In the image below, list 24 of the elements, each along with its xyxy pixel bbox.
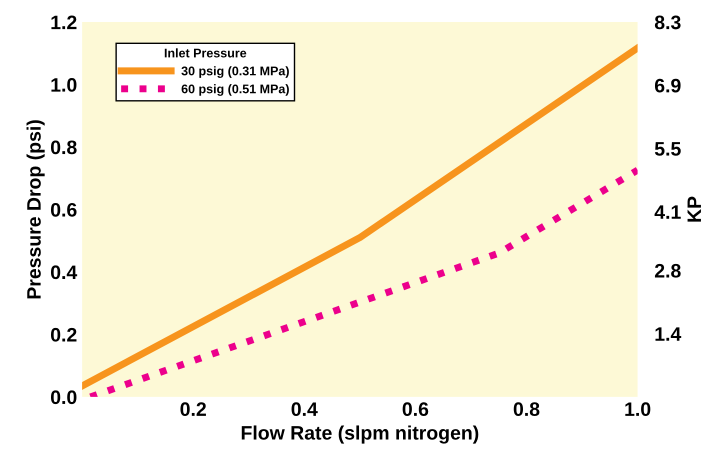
y2-axis-title: KP: [688, 196, 701, 222]
y-tick-label: 0.8: [50, 140, 77, 154]
x-tick-label: 0.6: [402, 402, 428, 416]
y-tick-label: 0.6: [50, 202, 77, 217]
legend-title: Inlet Pressure: [164, 48, 246, 58]
y2-tick-label: 8.3: [654, 16, 681, 30]
y-axis-title: Pressure Drop (psi): [26, 120, 45, 298]
y-tick-label: 1.0: [51, 78, 76, 92]
x-tick-label: 0.2: [180, 402, 206, 416]
x-tick-label: 0.8: [514, 402, 540, 416]
y-tick-label: 0.0: [50, 390, 76, 404]
legend-label: 30 psig (0.31 MPa): [181, 66, 289, 78]
legend-label: 60 psig (0.51 MPa): [182, 84, 289, 96]
y-tick-label: 0.2: [50, 328, 76, 342]
x-tick-label: 1.0: [625, 402, 650, 416]
x-axis-title: Flow Rate (slpm nitrogen): [242, 425, 478, 444]
y-tick-label: 1.2: [51, 16, 76, 30]
x-tick-label: 0.4: [292, 402, 318, 416]
y2-tick-label: 4.1: [654, 205, 681, 219]
y2-tick-label: 2.8: [654, 264, 681, 278]
y2-tick-label: 5.5: [654, 142, 681, 156]
y-tick-label: 0.4: [50, 265, 78, 280]
y2-tick-label: 1.4: [655, 327, 682, 341]
y2-tick-label: 6.9: [654, 78, 681, 93]
